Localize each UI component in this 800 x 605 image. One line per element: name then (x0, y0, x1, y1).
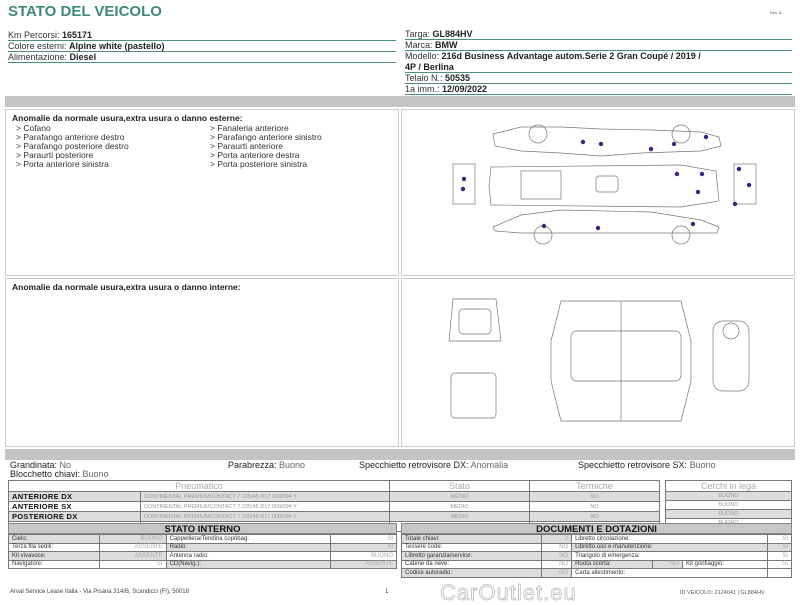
info-row: Colore esterni: Alpine white (pastello) (8, 41, 396, 52)
tyre-row: ANTERIORE SX CONTINENTAL PREMIUMCONTACT 7… (8, 501, 660, 512)
specchietto-dx: Specchietto retrovisore DX: Anomalia (359, 460, 509, 470)
footer-address: Arval Service Lease Italia - Via Pisana … (10, 589, 189, 595)
info-row: Alimentazione: Diesel (8, 52, 396, 63)
tyre-row: ANTERIORE DX CONTINENTAL PREMIUMCONTACT 7… (8, 491, 660, 502)
tyre-row: POSTERIORE DX CONTINENTAL PREMIUMCONTACT … (8, 511, 660, 522)
interno-row: Navigatore: SI CD(Navig.): ASSENTE (7, 559, 398, 569)
info-row: Marca: BMW (405, 40, 792, 51)
info-row: Modello: 216d Business Advantage autom.S… (405, 51, 701, 61)
documenti-title: DOCUMENTI E DOTAZIONI (401, 523, 792, 535)
damage-item: > Porta posteriore sinistra (210, 159, 308, 169)
damage-marker[interactable] (695, 189, 701, 195)
damage-item: > Paraurti posteriore (16, 150, 94, 160)
vehicle-id: ID VEICOLO: 2124041 | GL884HV (680, 590, 765, 596)
damage-marker[interactable] (699, 171, 705, 177)
documenti-row: Libretto garanzia/service: NO Triangolo di… (401, 551, 792, 561)
damage-item: > Parafango anteriore sinistro (210, 132, 322, 142)
damage-marker[interactable] (671, 141, 677, 147)
damage-marker[interactable] (690, 221, 696, 227)
damage-item: > Porta anteriore destra (210, 150, 300, 160)
damage-item: > Paraurti anteriore (210, 141, 283, 151)
documenti-panel: DOCUMENTI E DOTAZIONI Totale chiavi: 2 Lib… (401, 523, 792, 578)
damage-marker[interactable] (736, 166, 742, 172)
damage-marker[interactable] (648, 146, 654, 152)
grandinata: Grandinata: No (10, 460, 72, 470)
interno-row: Kit vivavoce: ASSENTE Antenna radio: BUONO (7, 551, 398, 561)
specchietto-sx: Specchietto retrovisore SX: Buono (578, 460, 716, 470)
damage-marker[interactable] (461, 176, 467, 182)
stato-interno-panel: STATO INTERNO Cielo: BUONO Cappelliera/Ten… (7, 523, 398, 569)
exterior-list-2: > Fanaleria anteriore > Parafango anterio… (210, 124, 322, 169)
damage-marker[interactable] (595, 225, 601, 231)
col-cerchi: Cerchi in lega (665, 480, 792, 492)
exterior-title: Anomalie da normale usura,extra usura o … (12, 113, 243, 123)
col-stato: Stato (389, 480, 530, 492)
interior-title: Anomalie da normale usura,extra usura o … (12, 282, 241, 292)
info-row: 1a imm.: 12/09/2022 (405, 84, 792, 95)
interior-diagram (401, 278, 795, 447)
watermark-logo: CarOutlet.eu (440, 580, 577, 605)
damage-marker[interactable] (674, 171, 680, 177)
damage-item: > Parafango posteriore destro (16, 141, 129, 151)
interior-damage-panel: Anomalie da normale usura,extra usura o … (5, 278, 399, 447)
damage-marker[interactable] (732, 201, 738, 207)
damage-marker[interactable] (746, 182, 752, 188)
parabrezza: Parabrezza: Buono (228, 460, 306, 470)
col-pneumatico: Pneumatico (8, 480, 390, 492)
revision-label: Rev. A (770, 10, 782, 15)
damage-item: > Porta anteriore sinistra (16, 159, 109, 169)
info-row: Km Percorsi: 165171 (8, 30, 396, 41)
damage-marker[interactable] (460, 186, 466, 192)
interno-row: Terza fila sedili: ASSENTE Radio: SI (7, 542, 398, 552)
rims-table: Cerchi in lega BUONOBUONOBUONOBUONO (665, 480, 792, 528)
page-number: 1 (385, 589, 389, 595)
col-termiche: Termiche (529, 480, 660, 492)
exterior-diagram (401, 109, 795, 276)
damage-item: > Cofano (16, 123, 51, 133)
damage-item: > Parafango anteriore destro (16, 132, 125, 142)
damage-marker[interactable] (580, 139, 586, 145)
documenti-row: Totale chiavi: 2 Libretto circolazione: SI (401, 534, 792, 544)
info-row: Targa: GL884HV (405, 29, 792, 40)
documenti-row: Catene da neve: NO Ruota scorta: NO Kit gonf… (401, 559, 792, 569)
damage-marker[interactable] (703, 134, 709, 140)
exterior-damage-panel: Anomalie da normale usura,extra usura o … (5, 109, 399, 276)
info-row: 4P / Berlina (405, 62, 792, 73)
exterior-list-1: > Cofano > Parafango anteriore destro > Pa… (16, 124, 129, 169)
damage-marker[interactable] (541, 223, 547, 229)
documenti-row: Codice autoradio: NO Carta allestimento: (401, 568, 792, 578)
info-row: Telaio N.: 50535 (405, 73, 792, 84)
stato-interno-title: STATO INTERNO (8, 523, 397, 535)
rim-row: BUONO (665, 509, 792, 519)
rim-row: BUONO (665, 491, 792, 501)
damage-item: > Fanaleria anteriore (210, 123, 289, 133)
damage-marker[interactable] (598, 141, 604, 147)
blocchetto-chiavi: Blocchetto chiavi: Buono (10, 469, 109, 479)
interno-row: Cielo: BUONO Cappelliera/Tendina copribag:… (7, 534, 398, 544)
section-divider (5, 449, 795, 460)
rim-row: BUONO (665, 500, 792, 510)
tyres-table: Pneumatico Stato Termiche ANTERIORE DX CONT… (8, 480, 660, 532)
documenti-row: Tessere code: NO Libretto uso e manutenzio… (401, 542, 792, 552)
section-divider (5, 96, 795, 107)
page-title: STATO DEL VEICOLO (8, 3, 162, 20)
